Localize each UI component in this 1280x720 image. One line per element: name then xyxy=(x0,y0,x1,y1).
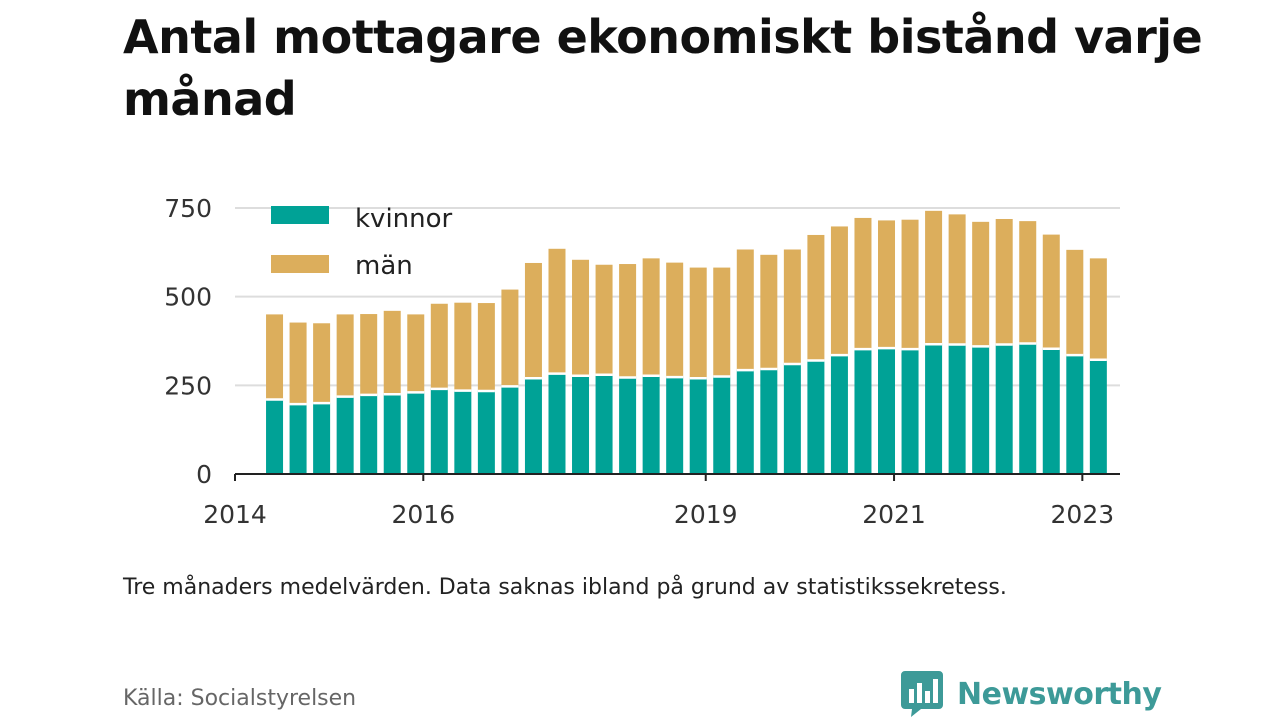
bar-man xyxy=(572,259,590,376)
bar-kvinnor xyxy=(830,355,848,474)
legend-label-man: män xyxy=(355,251,413,281)
bar-kvinnor xyxy=(689,378,707,474)
bar-man xyxy=(501,289,519,387)
bar-kvinnor xyxy=(383,394,401,474)
x-tick-label: 2021 xyxy=(862,500,926,529)
bar-man xyxy=(548,248,566,374)
bar-kvinnor xyxy=(313,403,331,474)
y-tick-label: 750 xyxy=(164,194,212,223)
bar-kvinnor xyxy=(266,399,284,474)
source-credit: Källa: Socialstyrelsen xyxy=(123,686,357,711)
bar-kvinnor xyxy=(925,344,943,474)
x-tick-label: 2023 xyxy=(1051,500,1115,529)
bar-man xyxy=(383,310,401,395)
bar-kvinnor xyxy=(336,396,354,474)
bar-man xyxy=(760,254,778,370)
y-tick-label: 500 xyxy=(164,283,212,312)
y-tick-label: 0 xyxy=(196,460,212,489)
bar-kvinnor xyxy=(1042,348,1060,474)
bar-kvinnor xyxy=(501,386,519,474)
bar-man xyxy=(854,217,872,350)
bar-man xyxy=(336,314,354,397)
bar-man xyxy=(713,267,731,377)
y-tick-label: 250 xyxy=(164,371,212,400)
bar-man xyxy=(1089,258,1107,360)
bar-kvinnor xyxy=(430,388,448,474)
bar-kvinnor xyxy=(783,364,801,474)
chart-note: Tre månaders medelvärden. Data saknas ib… xyxy=(123,575,1007,600)
bar-kvinnor xyxy=(901,349,919,474)
bar-man xyxy=(666,262,684,378)
bar-kvinnor xyxy=(548,373,566,474)
bar-man xyxy=(619,264,637,378)
bar-man xyxy=(783,249,801,365)
bar-man xyxy=(313,323,331,404)
legend-swatch-kvinnor xyxy=(271,206,329,224)
bar-kvinnor xyxy=(878,348,896,474)
bar-man xyxy=(289,322,307,405)
bar-man xyxy=(1066,249,1084,356)
bar-man xyxy=(477,303,495,392)
bar-man xyxy=(360,314,378,395)
bar-man xyxy=(266,314,284,400)
bar-kvinnor xyxy=(642,375,660,474)
bar-kvinnor xyxy=(289,404,307,474)
stacked-bar-chart: 0 250 500 750 2014 2016 2019 2021 2023 kvinnor män xyxy=(164,194,1120,529)
bar-kvinnor xyxy=(666,377,684,474)
bar-man xyxy=(689,267,707,379)
bar-kvinnor xyxy=(360,394,378,474)
bar-man xyxy=(972,221,990,347)
bar-kvinnor xyxy=(713,376,731,474)
x-tick-label: 2019 xyxy=(674,500,738,529)
bar-man xyxy=(1042,234,1060,349)
bar-kvinnor xyxy=(477,391,495,474)
bar-kvinnor xyxy=(995,344,1013,474)
bar-man xyxy=(1019,221,1037,344)
bar-man xyxy=(948,214,966,345)
bar-man xyxy=(642,258,660,376)
bar-kvinnor xyxy=(854,349,872,474)
bar-kvinnor xyxy=(972,346,990,474)
bar-kvinnor xyxy=(1019,343,1037,474)
bar-man xyxy=(454,302,472,391)
bar-man xyxy=(524,262,542,379)
bar-kvinnor xyxy=(595,374,613,474)
bar-man xyxy=(995,218,1013,345)
bar-chart-speech-bubble-icon xyxy=(901,671,943,717)
bar-kvinnor xyxy=(736,370,754,474)
bar-man xyxy=(736,249,754,371)
bar-kvinnor xyxy=(760,369,778,474)
x-tick-label: 2014 xyxy=(203,500,267,529)
bar-man xyxy=(595,264,613,375)
bar-kvinnor xyxy=(1089,359,1107,474)
chart-title: Antal mottagare ekonomiskt bistånd varje… xyxy=(123,10,1203,126)
legend-label-kvinnor: kvinnor xyxy=(355,204,453,234)
brand-name: Newsworthy xyxy=(957,676,1162,712)
bar-man xyxy=(830,226,848,356)
bar-man xyxy=(407,314,425,393)
bar-kvinnor xyxy=(619,377,637,474)
bar-kvinnor xyxy=(572,375,590,474)
bar-man xyxy=(878,220,896,349)
bar-kvinnor xyxy=(407,392,425,474)
bar-kvinnor xyxy=(1066,355,1084,474)
bar-kvinnor xyxy=(524,378,542,474)
legend-swatch-man xyxy=(271,255,329,273)
bar-kvinnor xyxy=(948,344,966,474)
bar-man xyxy=(807,234,825,361)
brand-logo[interactable]: Newsworthy xyxy=(901,670,1162,718)
bar-man xyxy=(430,303,448,389)
bar-kvinnor xyxy=(454,390,472,474)
bar-man xyxy=(925,210,943,345)
x-tick-label: 2016 xyxy=(391,500,455,529)
bar-kvinnor xyxy=(807,360,825,474)
bar-man xyxy=(901,219,919,350)
